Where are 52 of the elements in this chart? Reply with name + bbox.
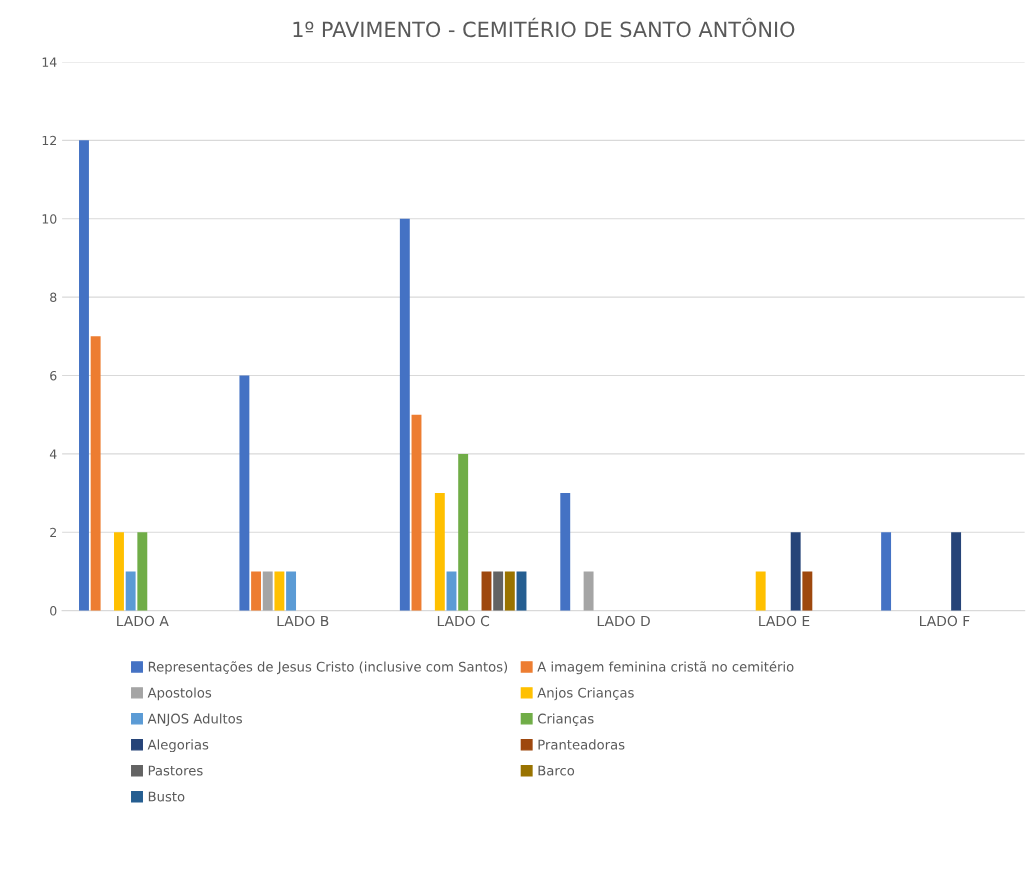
bar [434,493,445,611]
legend-label: Pastores [148,765,203,776]
y-tick-label: 4 [49,449,57,459]
x-tick-label: LADO D [597,615,650,627]
y-tick-label: 0 [50,606,57,616]
bar [504,571,515,611]
bar [79,140,89,611]
bar [274,571,285,611]
legend-label: Apostolos [147,687,212,701]
bar [286,571,297,611]
legend-label: Representações de Jesus Cristo (inclusive com Santos) [148,661,508,675]
legend-label: Crianças [537,713,594,726]
legend-label: A imagem feminina cristã no cemitério [537,660,794,675]
bar [411,414,422,611]
bar [262,571,273,611]
x-tick-label: LADO C [437,615,490,627]
x-tick-label: LADO E [759,615,810,627]
bar [481,571,492,611]
x-tick-label: LADO B [277,615,329,627]
y-tick-label: 12 [42,135,56,146]
bar [125,571,136,611]
bar [114,532,124,611]
bar [516,571,527,611]
legend-label: Barco [538,765,575,776]
bar [881,532,892,611]
y-tick-label: 8 [50,292,57,303]
bar [560,493,571,611]
bar [239,375,250,611]
legend-label: Busto [148,791,185,802]
bar [790,532,801,611]
legend-label: ANJOS Adultos [147,713,242,727]
x-tick-label: LADO F [920,615,970,627]
legend-label: Anjos Crianças [537,687,634,701]
bar [951,532,962,611]
y-tick-label: 14 [42,57,57,67]
chart-title: 1º PAVIMENTO - CEMITÉRIO DE SANTO ANTÔNIO [293,17,795,38]
y-tick-label: 10 [42,214,57,224]
bar [251,571,262,611]
legend-label: Pranteadoras [538,739,625,750]
bar [802,571,813,611]
bar [493,571,504,611]
bar [583,571,594,611]
bar [137,532,148,611]
bar [446,571,457,611]
legend-label: Alegorias [147,739,209,753]
bar [755,571,766,611]
bar [399,218,410,611]
x-tick-label: LADO A [117,615,169,627]
y-tick-label: 2 [50,527,56,538]
bar [90,336,101,611]
y-tick-label: 6 [50,370,57,381]
bar [458,453,469,611]
